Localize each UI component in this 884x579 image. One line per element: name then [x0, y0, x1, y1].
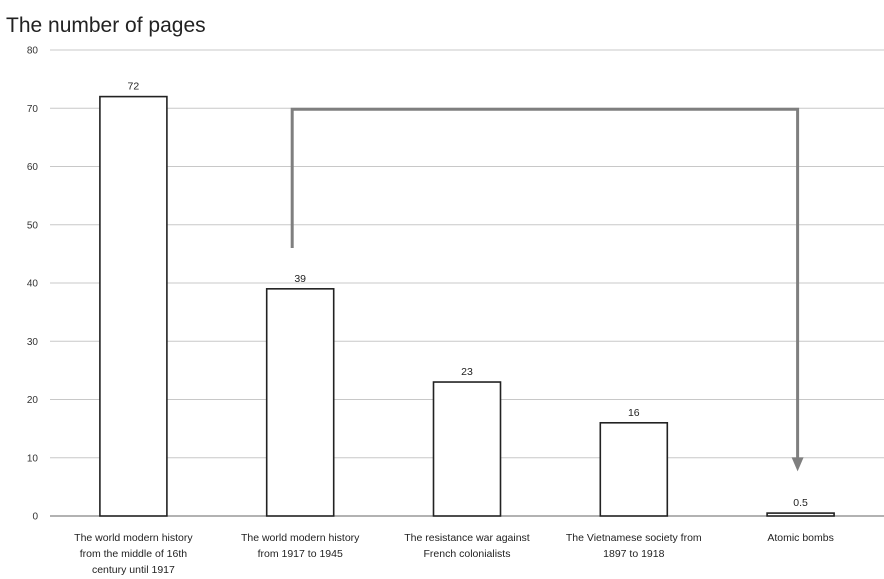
- chart-title: The number of pages: [6, 14, 206, 37]
- category-label: from 1917 to 1945: [258, 548, 343, 560]
- bar: [99, 95, 168, 517]
- category-label: century until 1917: [92, 564, 175, 576]
- data-labels: 72 39 23 16 0.5: [128, 81, 808, 509]
- category-label: Atomic bombs: [767, 532, 834, 544]
- arrow-line: [290, 107, 800, 460]
- bar: [766, 512, 835, 517]
- category-label: The resistance war against: [404, 532, 530, 544]
- category-label: The world modern history: [74, 532, 193, 544]
- y-tick-label: 20: [27, 395, 39, 406]
- bars: [99, 95, 835, 517]
- data-label: 72: [128, 81, 140, 93]
- y-axis-tick-labels: 0 10 20 30 40 50 60 70 80: [27, 46, 39, 523]
- bar: [432, 381, 502, 517]
- y-tick-label: 80: [27, 46, 39, 57]
- y-tick-label: 50: [27, 220, 39, 231]
- y-tick-label: 70: [27, 104, 39, 115]
- y-tick-label: 0: [32, 512, 38, 523]
- arrow-head: [791, 457, 804, 472]
- annotation-arrow: [290, 107, 804, 472]
- data-label: 39: [294, 273, 306, 285]
- y-tick-label: 60: [27, 162, 39, 173]
- data-label: 0.5: [793, 497, 808, 509]
- category-label: French colonialists: [424, 548, 511, 560]
- y-tick-label: 10: [27, 453, 39, 464]
- y-tick-label: 40: [27, 279, 39, 290]
- bar: [599, 421, 669, 517]
- y-tick-label: 30: [27, 337, 39, 348]
- data-label: 16: [628, 407, 640, 419]
- bar: [265, 288, 335, 517]
- category-label: from the middle of 16th: [80, 548, 188, 560]
- category-label: 1897 to 1918: [603, 548, 664, 560]
- category-label: The world modern history: [241, 532, 360, 544]
- x-axis-category-labels: The world modern history from the middle …: [74, 532, 834, 576]
- data-label: 23: [461, 366, 473, 378]
- category-label: The Vietnamese society from: [566, 532, 702, 544]
